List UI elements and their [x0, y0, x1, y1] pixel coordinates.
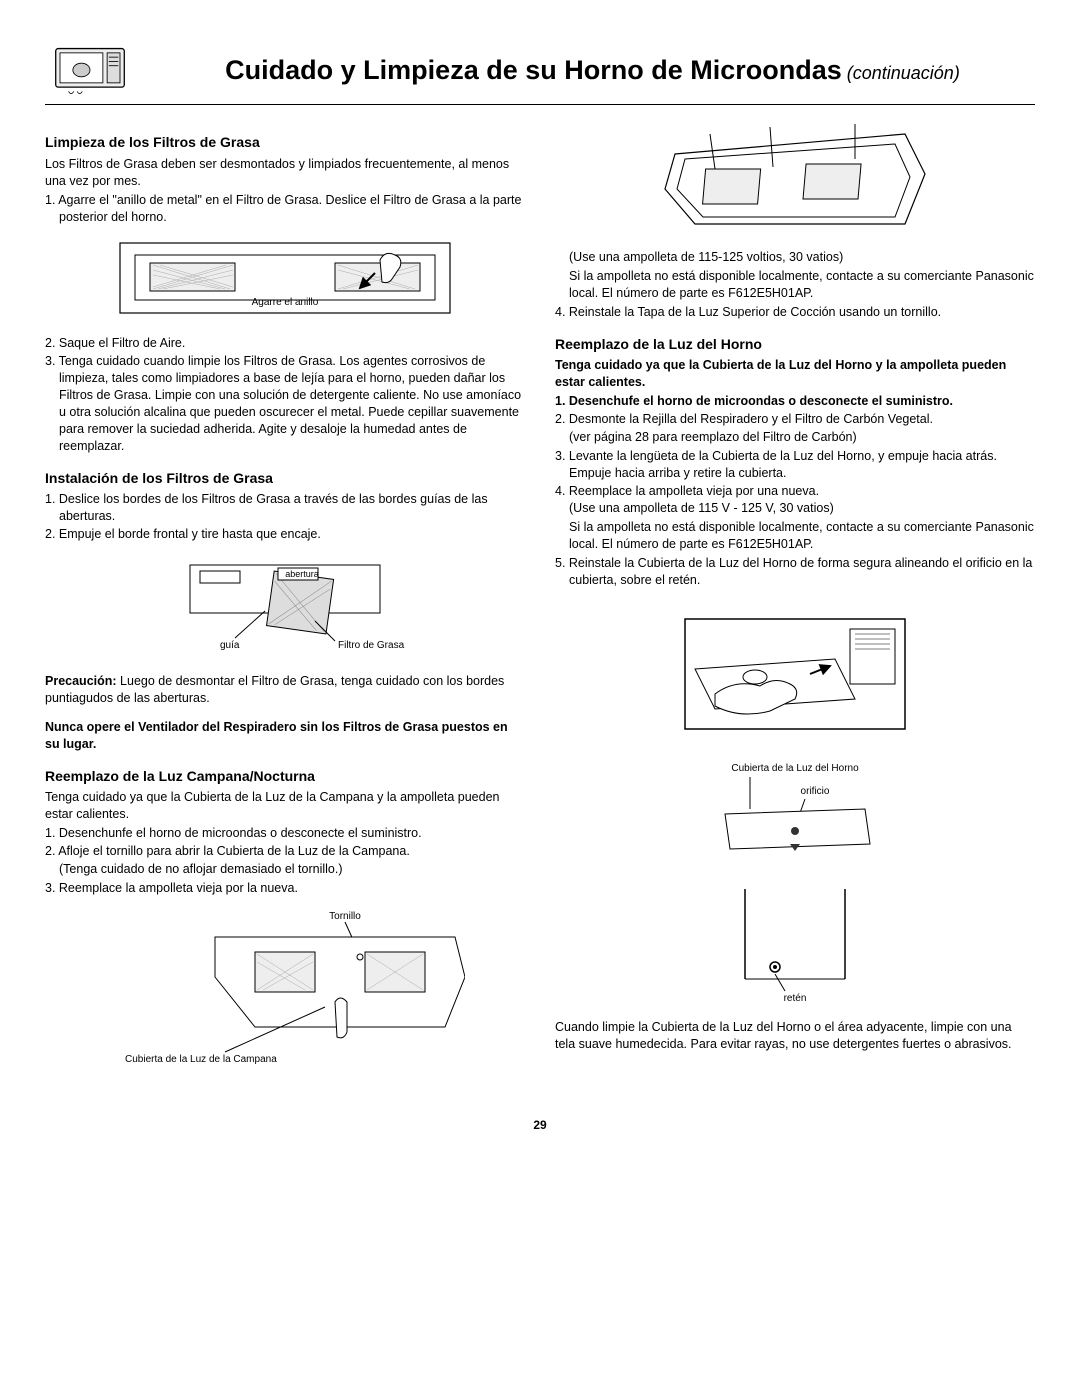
step-2c-note: (Tenga cuidado de no aflojar demasiado e… [45, 861, 525, 878]
warn-hot: Tenga cuidado ya que la Cubierta de la L… [555, 357, 1035, 391]
step-4d-spec: (Use una ampolleta de 115 V - 125 V, 30 … [555, 500, 1035, 517]
caution-text: Precaución: Luego de desmontar el Filtro… [45, 673, 525, 707]
step-2: 2. Saque el Filtro de Aire. [45, 335, 525, 352]
figure-label-ring: Agarre el anillo [252, 297, 319, 308]
figure-label-cubierta-horno: Cubierta de la Luz del Horno [731, 763, 859, 774]
step-3d: 3. Levante la lengüeta de la Cubierta de… [555, 448, 1035, 482]
figure-filter-install: abertura guía Filtro de Grasa [160, 553, 410, 663]
step-5d: 5. Reinstale la Cubierta de la Luz del H… [555, 555, 1035, 589]
heading-instalacion-filtros: Instalación de los Filtros de Grasa [45, 469, 525, 488]
left-column: Limpieza de los Filtros de Grasa Los Fil… [45, 119, 525, 1087]
figure-grease-filter-grip: Agarre el anillo [105, 235, 465, 325]
page-number: 29 [45, 1117, 1035, 1133]
step-4: 4. Reinstale la Tapa de la Luz Superior … [555, 304, 1035, 321]
step-2c: 2. Afloje el tornillo para abrir la Cubi… [45, 843, 525, 860]
step-2d: 2. Desmonte la Rejilla del Respiradero y… [555, 411, 1035, 428]
heading-reemplazo-luz-horno: Reemplazo de la Luz del Horno [555, 335, 1035, 354]
heading-reemplazo-luz-campana: Reemplazo de la Luz Campana/Nocturna [45, 767, 525, 786]
figure-label-cubierta-campana: Cubierta de la Luz de la Campana [125, 1054, 277, 1065]
step-3: 3. Tenga cuidado cuando limpie los Filtr… [45, 353, 525, 454]
step-1b: 1. Deslice los bordes de los Filtros de … [45, 491, 525, 525]
figure-retainer: retén [715, 879, 875, 1009]
figure-oven-light-hand [655, 599, 935, 749]
bulb-note: Si la ampolleta no está disponible local… [555, 268, 1035, 302]
step-2b: 2. Empuje el borde frontal y tire hasta … [45, 526, 525, 543]
step-2d-note: (ver página 28 para reemplazo del Filtro… [555, 429, 1035, 446]
step-4d: 4. Reemplace la ampolleta vieja por una … [555, 483, 1035, 500]
text: Tenga cuidado ya que la Cubierta de la L… [45, 789, 525, 823]
microwave-icon [45, 40, 135, 100]
step-1c: 1. Desenchunfe el horno de microondas o … [45, 825, 525, 842]
figure-hood-light: Tornillo Cubierta de la Luz de la Campan… [105, 907, 465, 1077]
step-4d-note: Si la ampolleta no está disponible local… [555, 519, 1035, 553]
figure-label-tornillo: Tornillo [329, 911, 361, 922]
step-1d: 1. Desenchufe el horno de microondas o d… [555, 393, 1035, 410]
page-title: Cuidado y Limpieza de su Horno de Microo… [225, 55, 842, 85]
warning-text: Nunca opere el Ventilador del Respirader… [45, 719, 525, 753]
title-wrap: Cuidado y Limpieza de su Horno de Microo… [150, 52, 1035, 88]
step-1: 1. Agarre el "anillo de metal" en el Fil… [45, 192, 525, 226]
step-3c: 3. Reemplace la ampolleta vieja por la n… [45, 880, 525, 897]
figure-label-reten: retén [784, 993, 807, 1004]
right-column: (Use una ampolleta de 115-125 voltios, 3… [555, 119, 1035, 1087]
text: Los Filtros de Grasa deben ser desmontad… [45, 156, 525, 190]
caution-label: Precaución: [45, 674, 117, 688]
page-title-continuation: (continuación) [842, 63, 960, 83]
cleaning-note: Cuando limpie la Cubierta de la Luz del … [555, 1019, 1035, 1053]
bulb-spec: (Use una ampolleta de 115-125 voltios, 3… [555, 249, 1035, 266]
content-columns: Limpieza de los Filtros de Grasa Los Fil… [45, 119, 1035, 1087]
figure-label-guia: guía [220, 640, 240, 651]
page-header: Cuidado y Limpieza de su Horno de Microo… [45, 40, 1035, 105]
figure-top-view [655, 119, 935, 239]
figure-label-abertura: abertura [285, 569, 319, 579]
heading-limpieza-filtros: Limpieza de los Filtros de Grasa [45, 133, 525, 152]
figure-label-filtro: Filtro de Grasa [338, 640, 405, 651]
figure-cover-orifice: Cubierta de la Luz del Horno orificio [695, 759, 895, 869]
figure-label-orificio: orificio [801, 786, 830, 797]
